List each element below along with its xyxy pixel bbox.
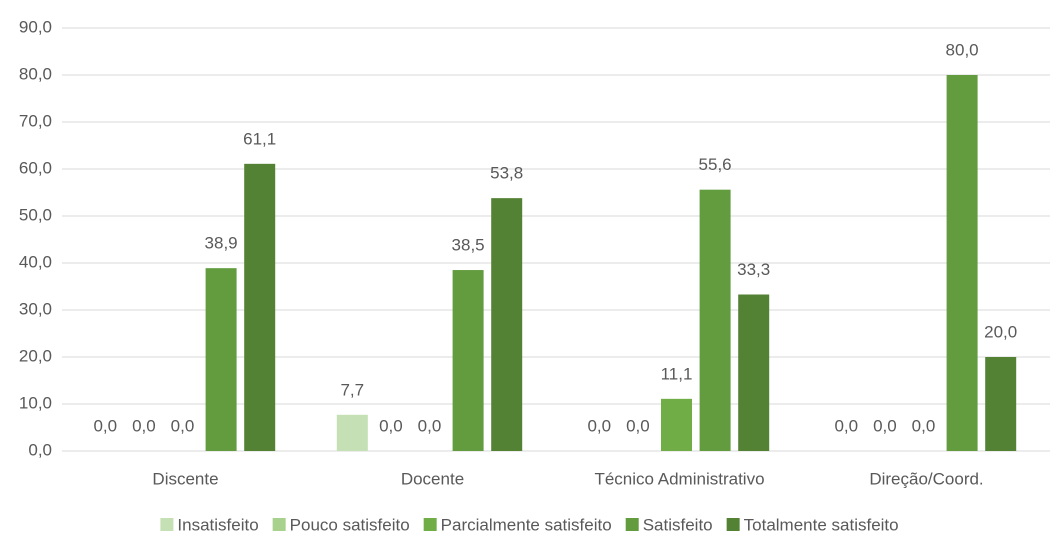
bar bbox=[985, 357, 1017, 451]
data-label: 0,0 bbox=[171, 416, 195, 435]
x-tick-label: Técnico Administrativo bbox=[594, 469, 764, 488]
data-label: 0,0 bbox=[873, 416, 897, 435]
data-label: 0,0 bbox=[132, 416, 156, 435]
bar bbox=[699, 189, 731, 451]
y-tick-label: 50,0 bbox=[19, 205, 52, 224]
y-tick-label: 10,0 bbox=[19, 393, 52, 412]
data-label: 38,5 bbox=[452, 236, 485, 255]
bar bbox=[452, 270, 484, 451]
y-tick-label: 70,0 bbox=[19, 111, 52, 130]
x-tick-label: Direção/Coord. bbox=[869, 469, 983, 488]
data-label: 38,9 bbox=[205, 234, 238, 253]
legend-label: Insatisfeito bbox=[177, 515, 258, 534]
legend-label: Pouco satisfeito bbox=[290, 515, 410, 534]
bar bbox=[946, 75, 978, 451]
bar bbox=[244, 163, 276, 451]
data-label: 0,0 bbox=[626, 416, 650, 435]
y-tick-label: 40,0 bbox=[19, 252, 52, 271]
y-tick-label: 20,0 bbox=[19, 346, 52, 365]
data-label: 0,0 bbox=[379, 416, 403, 435]
data-label: 0,0 bbox=[834, 416, 858, 435]
legend-swatch bbox=[423, 518, 437, 531]
data-label: 0,0 bbox=[587, 416, 611, 435]
legend-swatch bbox=[160, 518, 174, 531]
bar bbox=[661, 398, 692, 451]
data-label: 11,1 bbox=[661, 364, 693, 383]
bar bbox=[205, 268, 237, 451]
data-label: 33,3 bbox=[737, 260, 770, 279]
data-label: 55,6 bbox=[699, 155, 732, 174]
legend-label: Satisfeito bbox=[643, 515, 713, 534]
legend-label: Totalmente satisfeito bbox=[744, 515, 899, 534]
y-tick-label: 80,0 bbox=[19, 64, 52, 83]
data-label: 53,8 bbox=[490, 164, 523, 183]
legend-swatch bbox=[625, 518, 639, 531]
data-label: 0,0 bbox=[93, 416, 117, 435]
y-tick-label: 90,0 bbox=[19, 17, 52, 36]
y-tick-label: 60,0 bbox=[19, 158, 52, 177]
bar bbox=[491, 198, 523, 451]
bar bbox=[336, 414, 368, 451]
legend-swatch bbox=[726, 518, 740, 531]
data-label: 0,0 bbox=[912, 416, 936, 435]
data-label: 0,0 bbox=[418, 416, 442, 435]
data-label: 20,0 bbox=[984, 322, 1017, 341]
x-tick-label: Discente bbox=[152, 469, 218, 488]
y-tick-label: 0,0 bbox=[28, 440, 52, 459]
data-label: 80,0 bbox=[946, 40, 979, 59]
legend-label: Parcialmente satisfeito bbox=[441, 515, 612, 534]
data-label: 61,1 bbox=[243, 129, 276, 148]
x-tick-label: Docente bbox=[401, 469, 464, 488]
bar bbox=[738, 294, 770, 451]
legend-swatch bbox=[272, 518, 286, 531]
data-label: 7,7 bbox=[340, 380, 364, 399]
y-tick-label: 30,0 bbox=[19, 299, 52, 318]
